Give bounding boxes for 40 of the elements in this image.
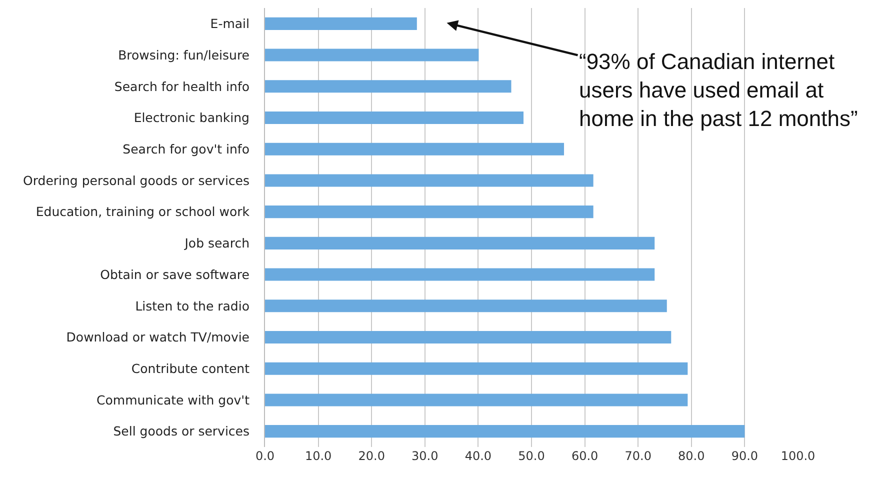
y-tick-label: Education, training or school work	[36, 204, 250, 220]
x-tick-label: 70.0	[624, 449, 652, 463]
bar	[265, 330, 672, 344]
y-tick-label: Search for gov't info	[122, 141, 250, 156]
x-tick-label: 30.0	[412, 449, 438, 463]
y-tick-label: Sell goods or services	[113, 424, 250, 439]
x-tick-label: 90.0	[731, 449, 758, 463]
x-tick-label: 60.0	[571, 449, 598, 463]
annotation: “93% of Canadian internet users have used email at home in the past 12 months”	[579, 49, 858, 132]
y-tick-label: Electronic banking	[134, 110, 250, 126]
y-tick-label: Download or watch TV/movie	[66, 330, 250, 345]
bar	[265, 142, 564, 156]
x-tick-label: 0.0	[255, 449, 275, 463]
bar	[265, 17, 417, 30]
bar	[265, 268, 655, 281]
y-tick-label: Listen to the radio	[135, 298, 250, 314]
bar	[265, 48, 479, 62]
bar	[265, 236, 655, 250]
y-tick-label: Contribute content	[131, 360, 250, 376]
y-tick-label: Communicate with gov't	[96, 392, 250, 408]
x-tick-label: 80.0	[678, 449, 705, 463]
bar	[265, 300, 667, 312]
bar	[265, 174, 594, 187]
x-tick-label: 10.0	[304, 449, 332, 463]
x-tick-label: 100.0	[780, 449, 816, 463]
x-tick-label: 40.0	[464, 449, 492, 463]
bar	[265, 425, 745, 438]
x-tick-label: 50.0	[518, 449, 545, 463]
bar	[265, 206, 594, 218]
y-tick-label: Obtain or save software	[100, 266, 250, 282]
bar	[265, 80, 512, 93]
bar	[265, 362, 688, 375]
x-tick-label: 20.0	[358, 449, 385, 463]
bar	[265, 394, 688, 406]
y-tick-label: Job search	[184, 236, 250, 251]
y-tick-label: Search for health info	[114, 78, 250, 94]
y-tick-label: Ordering personal goods or services	[23, 172, 250, 188]
y-tick-label: E-mail	[210, 16, 250, 32]
bar	[265, 111, 524, 124]
y-tick-label: Browsing: fun/leisure	[118, 47, 250, 62]
